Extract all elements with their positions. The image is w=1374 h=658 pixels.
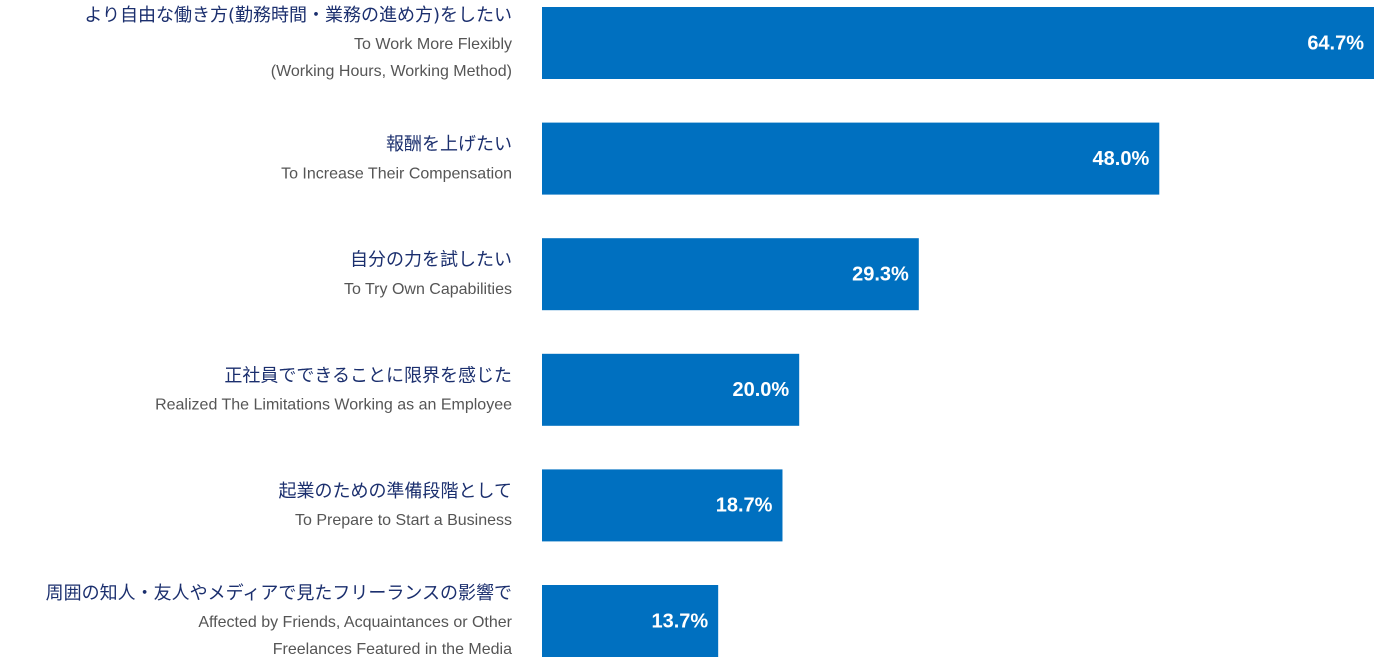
category-label-ja: 報酬を上げたい — [386, 134, 512, 155]
category-label-ja: 周囲の知人・友人やメディアで見たフリーランスの影響で — [46, 583, 512, 604]
value-label: 64.7% — [1307, 32, 1364, 54]
bar — [542, 585, 719, 657]
category-label-en: Affected by Friends, Acquaintances or Ot… — [198, 614, 512, 631]
category-label-en: Freelances Featured in the Media — [273, 641, 512, 658]
value-label: 18.7% — [716, 495, 773, 517]
bar — [542, 469, 783, 542]
category-label-ja: より自由な働き方(勤務時間・業務の進め方)をしたい — [84, 5, 512, 26]
category-label-ja: 起業のための準備段階として — [279, 481, 512, 502]
value-label: 20.0% — [732, 379, 789, 401]
category-label-ja: 自分の力を試したい — [350, 250, 512, 271]
bar — [542, 122, 1160, 195]
value-label: 29.3% — [852, 263, 909, 285]
bar — [542, 353, 800, 426]
category-label-en: To Prepare to Start a Business — [295, 512, 512, 529]
value-label: 13.7% — [651, 610, 708, 632]
category-label-en: Realized The Limitations Working as an E… — [155, 397, 512, 414]
bar — [542, 7, 1374, 79]
bar — [542, 238, 919, 311]
category-label-en: To Increase Their Compensation — [281, 165, 512, 182]
category-label-en: To Try Own Capabilities — [344, 281, 512, 298]
category-label-en: To Work More Flexibly — [354, 36, 512, 53]
category-label-en: (Working Hours, Working Method) — [271, 63, 512, 80]
value-label: 48.0% — [1093, 148, 1150, 170]
category-label-ja: 正社員でできることに限界を感じた — [224, 365, 512, 386]
